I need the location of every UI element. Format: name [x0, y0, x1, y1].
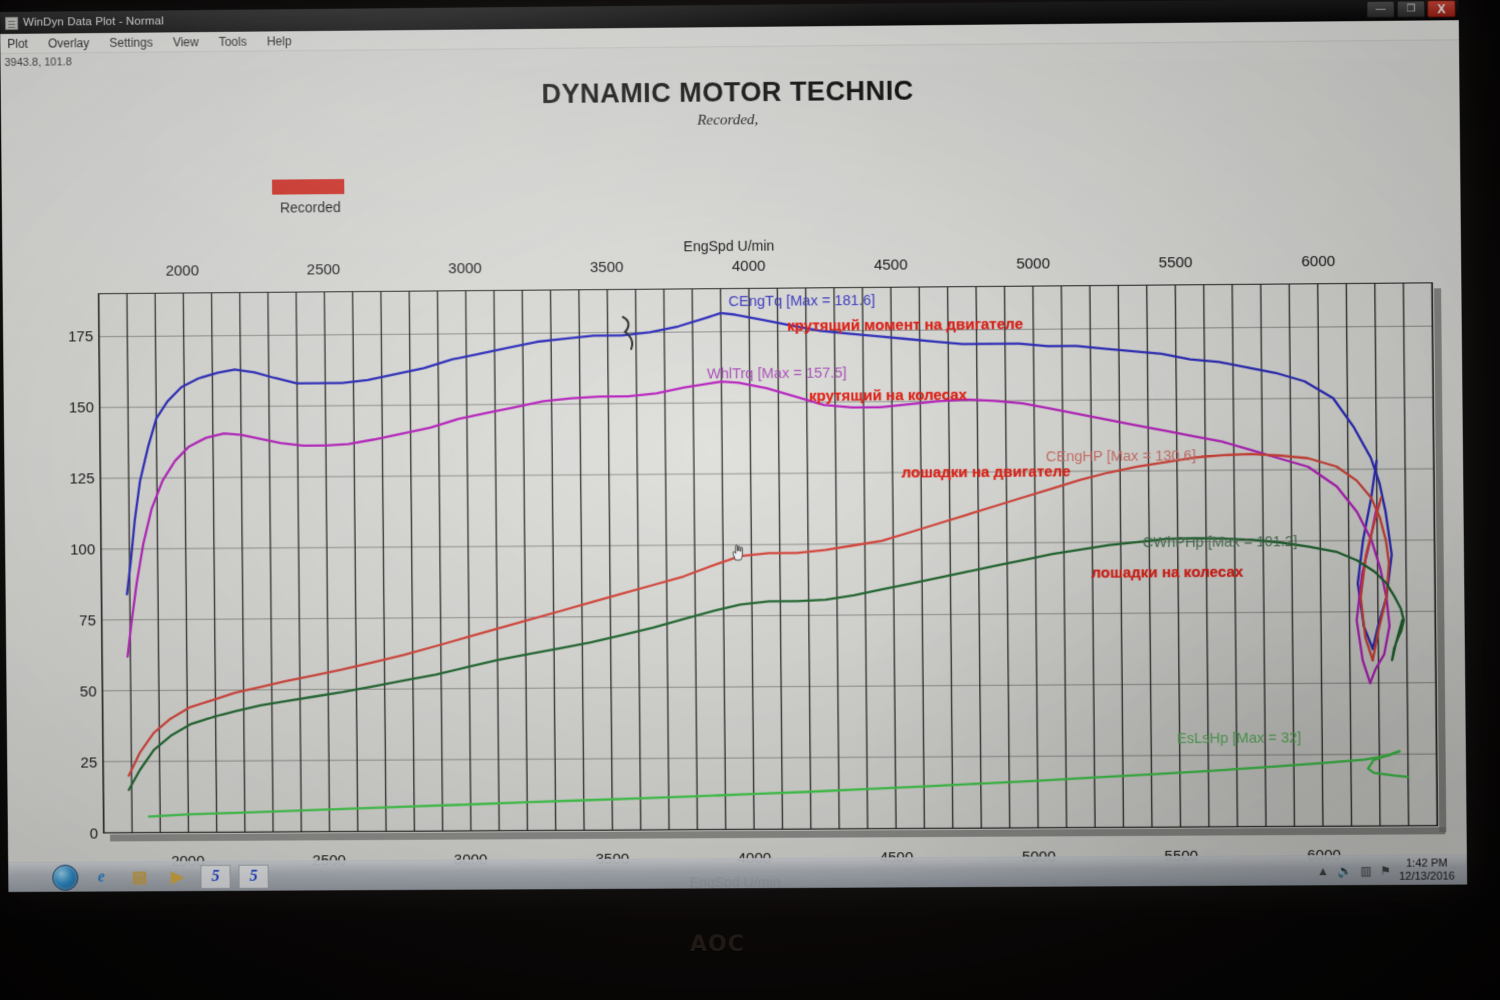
- y-tick-label: 0: [89, 825, 99, 843]
- menu-item-view[interactable]: View: [172, 34, 199, 49]
- series-label-cengtq: CEngTq [Max = 181.6]: [728, 292, 876, 311]
- menu-item-plot[interactable]: Plot: [7, 36, 29, 51]
- show-hidden-icons-icon[interactable]: ▲: [1316, 863, 1330, 878]
- close-button[interactable]: X: [1427, 0, 1456, 18]
- y-tick-label: 175: [68, 327, 94, 345]
- y-tick-label: 50: [79, 682, 97, 700]
- y-tick-label: 75: [79, 611, 96, 629]
- handwritten-scribble: [617, 315, 646, 351]
- action-center-icon[interactable]: ⚑: [1379, 863, 1391, 878]
- pointing-hand-cursor: [730, 543, 746, 561]
- close-icon: X: [1437, 1, 1446, 16]
- x-tick-label: 5500: [1158, 254, 1193, 272]
- plot-area[interactable]: [97, 282, 1439, 834]
- plot-sheet: DYNAMIC MOTOR TECHNIC Recorded, Recorded…: [0, 58, 1467, 892]
- x-tick-label: 4000: [731, 257, 766, 275]
- taskbar-clock[interactable]: 1:42 PM 12/13/2016: [1399, 857, 1459, 883]
- taskbar-clock-date: 12/13/2016: [1398, 869, 1455, 883]
- series-annotation-cwhphp: лошадки на колесах: [1091, 563, 1244, 582]
- windows-explorer-icon[interactable]: ▤: [131, 868, 148, 886]
- minimize-button[interactable]: —: [1366, 0, 1395, 19]
- window-title: WinDyn Data Plot - Normal: [23, 15, 164, 29]
- series-annotation-cenghp: лошадки на двигателе: [901, 463, 1071, 482]
- y-tick-label: 125: [69, 469, 95, 487]
- legend-swatch-recorded: [271, 179, 345, 195]
- internet-explorer-icon[interactable]: e: [97, 867, 105, 886]
- x-tick-label: 2000: [165, 262, 200, 280]
- media-player-icon[interactable]: ▶: [171, 868, 184, 886]
- windows-taskbar: e ▤ ▶ 5 5 ▲ 🔊 ▥ ⚑ 1:42 PM 12/13/2016: [8, 854, 1468, 892]
- x-tick-label: 4500: [873, 256, 908, 274]
- superflow-datalog-icon[interactable]: 5: [238, 864, 269, 889]
- system-tray: ▲ 🔊 ▥ ⚑ 1:42 PM 12/13/2016: [1317, 857, 1467, 883]
- superflow-windyn-icon[interactable]: 5: [200, 864, 231, 889]
- menu-item-tools[interactable]: Tools: [218, 34, 247, 49]
- start-button-icon[interactable]: [52, 864, 79, 891]
- x-tick-label: 3500: [589, 258, 624, 277]
- series-label-whltrq: WhlTrq [Max = 157.5]: [706, 365, 847, 383]
- y-tick-label: 100: [70, 540, 96, 558]
- monitor-brand-logo: AOC: [690, 932, 745, 957]
- chart-legend: Recorded: [264, 179, 357, 216]
- legend-label-recorded: Recorded: [279, 199, 341, 216]
- x-tick-label: 2500: [306, 261, 341, 279]
- x-tick-label: 3000: [448, 260, 482, 278]
- menu-item-help[interactable]: Help: [266, 33, 292, 48]
- y-tick-label: 25: [80, 753, 98, 772]
- document-icon: [5, 16, 19, 30]
- menu-item-overlay[interactable]: Overlay: [47, 35, 90, 51]
- y-axis-ticklabels: 0 25 50 75 100 125 150 175: [43, 293, 98, 842]
- maximize-button[interactable]: ❐: [1396, 0, 1426, 18]
- volume-icon[interactable]: 🔊: [1336, 863, 1353, 878]
- maximize-icon: ❐: [1406, 2, 1416, 15]
- x-tick-label: 5000: [1016, 255, 1051, 273]
- y-tick-label: 150: [68, 398, 94, 416]
- series-label-eslshp: EsLsHp [Max = 32]: [1176, 730, 1302, 748]
- network-icon[interactable]: ▥: [1360, 863, 1372, 878]
- window-controls: — ❐ X: [1366, 0, 1456, 19]
- x-tick-label: 6000: [1301, 252, 1336, 271]
- series-label-cwhphp: CWhPHp [Max = 101.2]: [1142, 534, 1298, 552]
- minimize-icon: —: [1375, 3, 1386, 15]
- series-annotation-cengtq: крутящий момент на двигателе: [787, 315, 1024, 335]
- computer-screen: WinDyn Data Plot - Normal — ❐ X Plot Ove…: [0, 0, 1467, 892]
- taskbar-clock-time: 1:42 PM: [1405, 857, 1448, 870]
- series-annotation-whltrq: крутящий на колесах: [808, 386, 968, 405]
- menu-item-settings[interactable]: Settings: [109, 35, 153, 50]
